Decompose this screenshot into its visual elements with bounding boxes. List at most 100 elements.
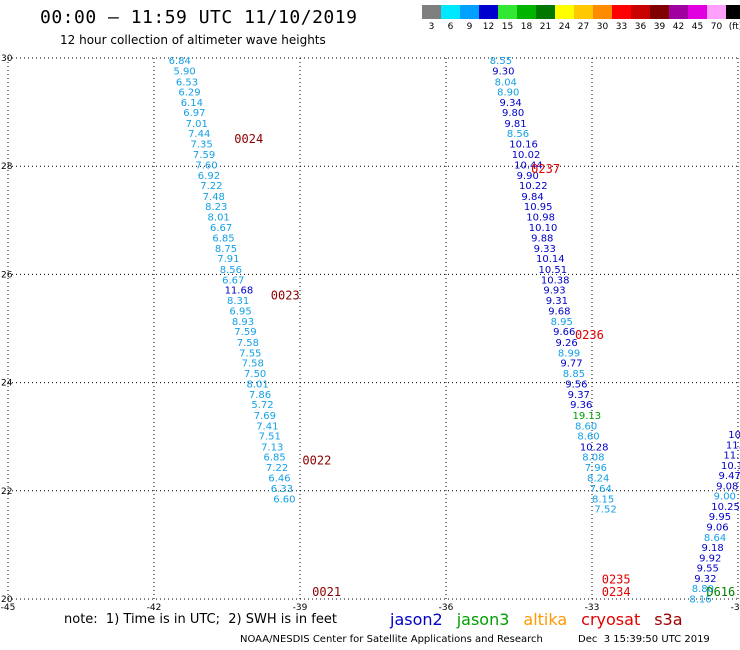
pass-time-label: 0235 bbox=[602, 573, 631, 587]
wave-height-value: 9.18 bbox=[702, 543, 724, 554]
wave-height-value: 8.04 bbox=[495, 77, 517, 88]
wave-height-value: 10.22 bbox=[519, 181, 548, 192]
y-tick-label: 22 bbox=[1, 487, 12, 497]
run-timestamp: Dec 3 15:39:50 UTC 2019 bbox=[578, 634, 710, 645]
scale-swatch bbox=[422, 5, 441, 19]
wave-height-value: 10.16 bbox=[509, 139, 538, 150]
scale-swatch bbox=[460, 5, 479, 19]
x-tick-label: -42 bbox=[147, 603, 162, 613]
pass-time-label: 0237 bbox=[531, 162, 560, 176]
wave-height-value: 7.13 bbox=[261, 442, 283, 453]
wave-height-value: 7.51 bbox=[259, 432, 281, 443]
wave-height-value: 8.75 bbox=[215, 244, 237, 255]
wave-height-value: 8.08 bbox=[582, 453, 604, 464]
wave-height-value: 11.9 bbox=[723, 451, 740, 462]
wave-height-value: 6.85 bbox=[212, 234, 234, 245]
wave-height-value: 9.93 bbox=[543, 286, 565, 297]
wave-height-value: 7.22 bbox=[266, 463, 288, 474]
x-tick-label: -33 bbox=[585, 603, 600, 613]
scale-swatch bbox=[555, 5, 574, 19]
wave-height-value: 8.56 bbox=[220, 265, 242, 276]
scale-swatch bbox=[574, 5, 593, 19]
scale-label: 30 bbox=[596, 22, 609, 32]
wave-height-value: 9.37 bbox=[568, 390, 590, 401]
pass-time-label: 0022 bbox=[302, 454, 331, 468]
wave-height-value: 6.33 bbox=[271, 484, 293, 495]
wave-height-value: 8.31 bbox=[227, 296, 249, 307]
wave-height-value: 6.95 bbox=[229, 307, 251, 318]
scale-swatch bbox=[669, 5, 688, 19]
wave-height-value: 9.92 bbox=[699, 553, 721, 564]
wave-height-value: 8.99 bbox=[558, 348, 580, 359]
satellite-legend-entry: jason2 bbox=[390, 610, 443, 629]
scale-label: 42 bbox=[672, 22, 685, 32]
wave-height-value: 10.25 bbox=[711, 502, 740, 513]
scale-swatch bbox=[726, 5, 740, 19]
pass-time-label: 0024 bbox=[234, 132, 263, 146]
scale-label: 33 bbox=[615, 22, 628, 32]
wave-height-value: 19.13 bbox=[573, 411, 602, 422]
scale-label: 3 bbox=[428, 22, 435, 32]
wave-height-value: 9.66 bbox=[553, 327, 575, 338]
wave-height-value: 7.59 bbox=[234, 327, 256, 338]
wave-height-value: 8.95 bbox=[551, 317, 573, 328]
wave-height-value: 8.23 bbox=[205, 202, 227, 213]
wave-height-value: 7.91 bbox=[217, 254, 239, 265]
wave-height-value: 6.60 bbox=[273, 494, 295, 505]
wave-height-value: 8.56 bbox=[507, 129, 529, 140]
wave-height-value: 9.55 bbox=[697, 564, 719, 575]
wave-height-value: 6.84 bbox=[169, 56, 191, 67]
wave-height-value: 9.33 bbox=[534, 244, 556, 255]
satellite-legend-entry: cryosat bbox=[581, 610, 641, 629]
scale-swatch bbox=[517, 5, 536, 19]
wave-height-value: 9.00 bbox=[714, 492, 736, 503]
wave-height-value: 7.60 bbox=[195, 161, 217, 172]
scale-swatch bbox=[688, 5, 707, 19]
wave-height-value: 7.35 bbox=[191, 139, 213, 150]
wave-height-value: 10.1 bbox=[721, 461, 740, 472]
wave-height-value: 7.48 bbox=[203, 192, 225, 203]
wave-height-value: 6.97 bbox=[183, 108, 205, 119]
wave-height-value: 7.69 bbox=[254, 411, 276, 422]
wave-height-value: 7.41 bbox=[256, 421, 278, 432]
scale-swatch bbox=[631, 5, 650, 19]
wave-height-value: 11. bbox=[726, 440, 740, 451]
wave-height-value: 10.95 bbox=[524, 202, 553, 213]
wave-height-value: 10.38 bbox=[541, 275, 570, 286]
wave-height-value: 8.60 bbox=[577, 432, 599, 443]
wave-height-value: 8.15 bbox=[592, 494, 614, 505]
wave-height-value: 10.02 bbox=[512, 150, 541, 161]
wave-height-value: 7.64 bbox=[590, 484, 612, 495]
wave-height-value: 6.67 bbox=[222, 275, 244, 286]
scale-label: 18 bbox=[520, 22, 533, 32]
wave-height-value: 6.92 bbox=[198, 171, 220, 182]
wave-height-value: 7.01 bbox=[186, 119, 208, 130]
wave-height-value: 9.56 bbox=[565, 380, 587, 391]
wave-height-value: 8.01 bbox=[208, 213, 230, 224]
y-tick-label: 24 bbox=[1, 379, 13, 389]
wave-height-value: 7.52 bbox=[594, 505, 616, 516]
scale-label: 39 bbox=[653, 22, 666, 32]
wave-height-value: 6.46 bbox=[268, 473, 290, 484]
map-title: 00:00 – 11:59 UTC 11/10/2019 bbox=[40, 7, 358, 28]
wave-height-value: 7.96 bbox=[585, 463, 607, 474]
wave-height-value: 10.98 bbox=[526, 213, 555, 224]
wave-height-value: 8.93 bbox=[232, 317, 254, 328]
scale-label: 24 bbox=[558, 22, 571, 32]
wave-height-value: 7.58 bbox=[242, 359, 264, 370]
satellite-legend-entry: altika bbox=[523, 610, 568, 629]
pass-time-label: 0234 bbox=[602, 585, 631, 599]
x-tick-label: -39 bbox=[293, 603, 308, 613]
wave-height-value: 9.88 bbox=[531, 234, 553, 245]
wave-height-value: 5.90 bbox=[173, 66, 195, 77]
x-tick-label: -45 bbox=[1, 603, 16, 613]
wave-height-value: 8.64 bbox=[704, 533, 726, 544]
wave-height-value: 9.81 bbox=[504, 119, 526, 130]
wave-height-value: 6.85 bbox=[264, 453, 286, 464]
wave-height-value: 9.68 bbox=[548, 307, 570, 318]
wave-height-value: 9.26 bbox=[556, 338, 578, 349]
scale-unit: (ft) bbox=[728, 22, 740, 32]
wave-height-value: 11.68 bbox=[225, 286, 254, 297]
scale-swatch bbox=[479, 5, 498, 19]
